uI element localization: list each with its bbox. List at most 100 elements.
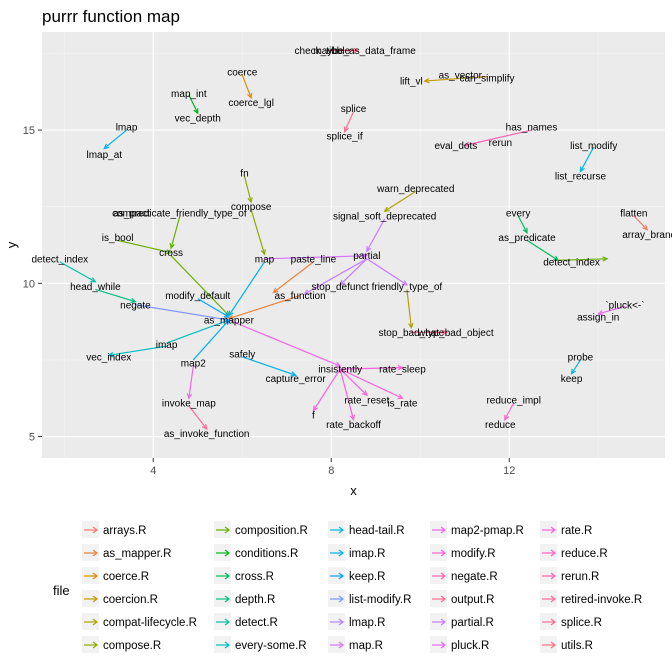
edge-arrowhead — [401, 280, 409, 286]
node-label: vec_index — [86, 352, 131, 363]
legend-key-arrow — [440, 641, 446, 649]
node-label: eval_dots — [434, 141, 477, 152]
node-label: as_vector — [439, 70, 483, 81]
legend-label: depth.R — [235, 594, 275, 606]
legend-label: output.R — [451, 594, 494, 606]
legend-label: map2-pmap.R — [451, 525, 524, 537]
legend-item: keep.R — [328, 567, 385, 584]
edges — [59, 47, 649, 430]
legend-item: as_mapper.R — [82, 544, 171, 561]
node-label: rate_sleep — [379, 365, 426, 376]
node-label: keep — [561, 374, 583, 385]
node-label: paste_line — [291, 254, 337, 265]
legend-key-arrow — [440, 572, 446, 580]
edge-line — [384, 190, 417, 212]
x-axis-title: x — [350, 483, 357, 498]
edge-line — [188, 365, 194, 399]
edge-arrowhead — [290, 371, 297, 377]
edge-line — [166, 319, 230, 344]
edge-line — [366, 258, 408, 286]
legend-key-arrow — [338, 618, 344, 626]
x-tick-label: 8 — [328, 465, 334, 477]
legend-item: cross.R — [214, 567, 274, 584]
node-label: reduce_impl — [486, 395, 540, 406]
legend-item: rate.R — [540, 521, 592, 538]
node-label: partial — [353, 251, 380, 262]
legend-label: compat-lifecycle.R — [103, 617, 197, 629]
edge-line — [264, 255, 367, 260]
edge-line — [243, 175, 252, 203]
edge-arrowhead — [362, 253, 369, 259]
node-label: detect_index — [543, 257, 600, 268]
legend-label: pluck.R — [451, 640, 489, 652]
legend-item: output.R — [430, 590, 494, 607]
node-label: insistently — [318, 365, 362, 376]
legend-key-arrow — [338, 641, 344, 649]
edge-line — [108, 345, 167, 356]
legend-key-arrow — [92, 526, 98, 534]
edge-arrowhead — [366, 246, 372, 253]
node-label: probe — [568, 352, 594, 363]
edge-arrowhead — [227, 314, 234, 320]
edge-arrowhead — [579, 166, 585, 173]
edge-line — [103, 129, 127, 149]
node-label: modify_default — [165, 291, 230, 302]
node-label: lmap_at — [87, 150, 123, 161]
legend-key-arrow — [338, 595, 344, 603]
legend-key-arrow — [92, 549, 98, 557]
node-label: imap — [156, 340, 178, 351]
edge-arrowhead — [335, 361, 342, 367]
legend: file arrays.R as_mapper.R coerce.R coercion… — [53, 521, 642, 653]
node-label: maybe_as_data_frame — [313, 46, 416, 57]
legend-item: every-some.R — [214, 636, 307, 653]
legend-key-arrow — [338, 526, 344, 534]
edge-line — [579, 146, 595, 172]
chart-title: purrr function map — [42, 7, 180, 26]
edge-line — [250, 209, 266, 255]
grid-lines — [42, 32, 665, 458]
node-label: friendly_type_of — [372, 282, 443, 293]
edge-line — [192, 319, 230, 361]
node-label: splice_if — [327, 132, 363, 143]
edge-line — [188, 94, 199, 114]
legend-label: detect.R — [235, 617, 278, 629]
legend-label: map.R — [349, 640, 383, 652]
node-label: invoke_map — [162, 398, 216, 409]
legend-key-arrow — [440, 549, 446, 557]
edge-arrowhead — [90, 277, 97, 283]
edge-line — [117, 239, 172, 254]
node-label: cross — [159, 248, 183, 259]
legend-label: keep.R — [349, 571, 385, 583]
node-label: as_invoke_function — [164, 429, 250, 440]
x-tick-label: 12 — [503, 465, 515, 477]
node-label: map_int — [171, 89, 207, 100]
edge-line — [228, 319, 341, 367]
node-label: compose — [231, 202, 272, 213]
legend-key-arrow — [440, 526, 446, 534]
edge-line — [558, 258, 608, 261]
edge-arrowhead — [570, 368, 577, 375]
edge-line — [228, 294, 301, 320]
node-label: every — [506, 208, 530, 219]
legend-title: file — [53, 583, 70, 598]
legend-item: splice.R — [540, 613, 602, 630]
legend-key-arrow — [550, 595, 556, 603]
edge-arrowhead — [103, 143, 110, 150]
legend-item: pluck.R — [430, 636, 489, 653]
edge-line — [242, 356, 296, 376]
legend-item: coercion.R — [82, 590, 158, 607]
node-label: warn_deprecated — [376, 184, 454, 195]
y-tick-label: 15 — [23, 125, 35, 137]
node-label: vec_depth — [175, 113, 221, 124]
node-label: safely — [229, 349, 255, 360]
legend-key-arrow — [440, 595, 446, 603]
legend-key-arrow — [224, 618, 230, 626]
legend-label: modify.R — [451, 548, 496, 560]
node-label: is_rate — [387, 398, 417, 409]
legend-item: partial.R — [430, 613, 494, 630]
node-label: list_recurse — [555, 172, 607, 183]
node-label: capture_error — [266, 374, 327, 385]
legend-key-arrow — [440, 618, 446, 626]
